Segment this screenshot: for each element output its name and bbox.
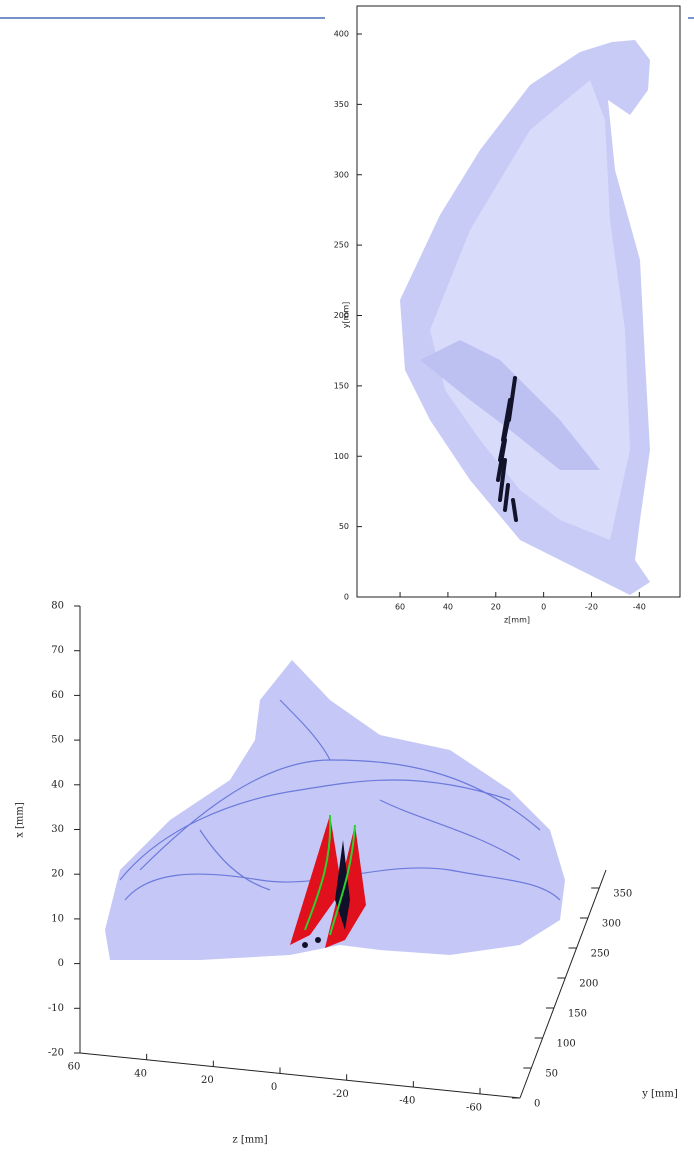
- tick-label: 10: [51, 913, 64, 924]
- tick-label: 20: [201, 1075, 214, 1086]
- tick-label: 80: [51, 601, 64, 612]
- tick-label: 200: [334, 311, 349, 320]
- axis-label: x [mm]: [15, 802, 26, 838]
- tick-label: 70: [51, 645, 64, 656]
- tick-label: 0: [271, 1082, 277, 1093]
- tick-label: 0: [534, 1099, 540, 1110]
- tick-label: 250: [591, 949, 610, 960]
- tick-label: -20: [585, 603, 598, 612]
- tick-label: 100: [334, 452, 349, 461]
- tick-label: 100: [557, 1039, 576, 1050]
- axis-label: z [mm]: [232, 1135, 267, 1146]
- tick-label: 60: [68, 1062, 81, 1073]
- axis-label: z[mm]: [504, 616, 530, 625]
- figure: x [mm] z [mm] y [mm] y[mm] z[mm] 0501001…: [0, 0, 694, 1154]
- tick-label: -20: [48, 1048, 64, 1059]
- tick-label: 40: [51, 779, 64, 790]
- tick-label: -40: [633, 603, 646, 612]
- tick-label: 350: [613, 889, 632, 900]
- tick-label: 50: [51, 735, 64, 746]
- tick-label: 350: [334, 100, 349, 109]
- tick-label: 50: [339, 522, 349, 531]
- tick-label: 20: [51, 869, 64, 880]
- tick-label: 20: [491, 603, 501, 612]
- tick-label: 60: [51, 690, 64, 701]
- tick-label: -40: [399, 1096, 415, 1107]
- tick-label: 30: [51, 824, 64, 835]
- tick-label: 60: [395, 603, 405, 612]
- tick-label: 150: [334, 381, 349, 390]
- tick-label: -10: [48, 1003, 64, 1014]
- tick-label: 250: [334, 241, 349, 250]
- tissue-projection: [400, 40, 650, 595]
- tick-label: 0: [58, 958, 64, 969]
- tick-label: 150: [568, 1009, 587, 1020]
- tick-label: 0: [541, 603, 546, 612]
- tick-label: 40: [134, 1068, 147, 1079]
- tick-label: 50: [545, 1069, 558, 1080]
- tick-label: 40: [443, 603, 453, 612]
- tick-label: 0: [344, 593, 349, 602]
- tick-label: 300: [334, 170, 349, 179]
- tick-label: -20: [333, 1089, 349, 1100]
- tick-label: -60: [466, 1102, 482, 1113]
- tick-label: 200: [579, 979, 598, 990]
- axis-label: y [mm]: [641, 1089, 678, 1100]
- tick-label: 300: [602, 919, 621, 930]
- tick-label: 400: [334, 30, 349, 39]
